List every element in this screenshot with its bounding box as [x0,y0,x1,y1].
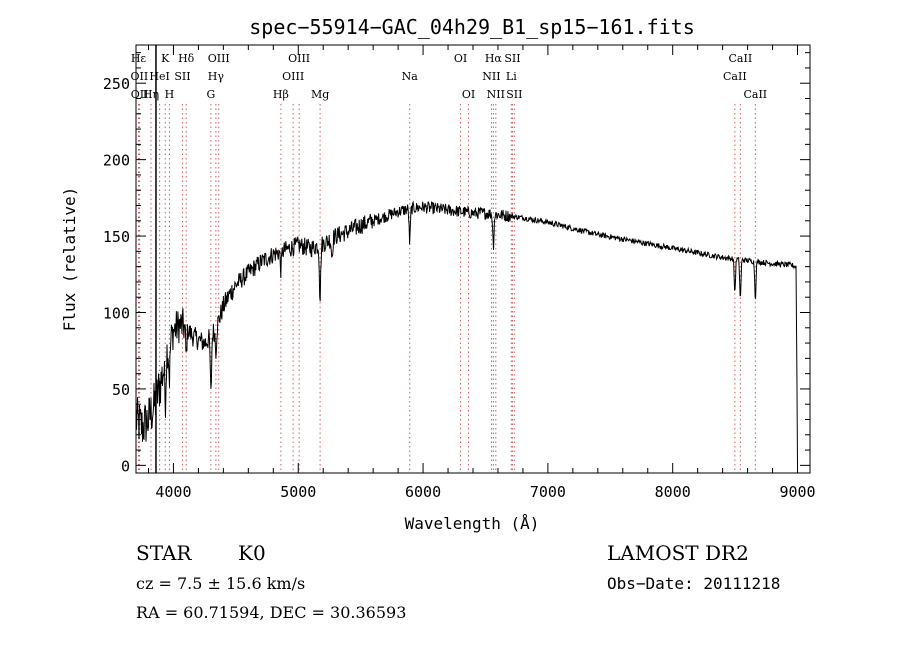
line-marker-label: SII [506,88,522,101]
line-markers: HεOIIOIIHηHeIKHSIIHδGHγOIIIHβOIIIOIIIMgN… [131,52,767,473]
x-tick-label: 5000 [280,483,316,501]
coordinates: RA = 60.71594, DEC = 30.36593 [136,603,407,622]
line-marker-label: Hα [485,52,503,65]
x-tick-label: 9000 [779,483,815,501]
spectral-subclass: K0 [238,541,266,565]
line-marker-label: CaII [743,88,767,101]
line-marker-label: OIII [288,52,310,65]
x-tick-label: 6000 [405,483,441,501]
line-marker-label: OI [462,88,475,101]
y-tick-label: 150 [103,228,130,246]
line-marker-label: Mg [311,88,329,101]
plot-frame [135,44,811,474]
y-tick-label: 0 [121,457,130,475]
line-marker-label: Hγ [208,70,225,83]
line-marker-label: Hδ [178,52,195,65]
spectrum-line [135,200,798,466]
x-tick-label: 7000 [530,483,566,501]
line-marker-label: NII [487,88,505,101]
line-marker-label: SII [504,52,520,65]
line-marker-label: OIII [208,52,230,65]
redshift-text: cz = 7.5 ± 15.6 km/s [136,574,306,593]
x-axis-label: Wavelength (Å) [405,514,540,533]
line-marker-label: OIII [282,70,304,83]
line-marker-label: K [161,52,170,65]
line-marker-label: Li [506,70,517,83]
line-marker-label: OI [454,52,467,65]
line-marker-label: Hβ [273,88,289,101]
y-tick-label: 100 [103,305,130,323]
line-marker-label: OII [131,70,149,83]
survey-name: LAMOST DR2 [607,541,749,565]
line-marker-label: G [206,88,215,101]
line-marker-label: SII [174,70,190,83]
x-tick-label: 4000 [155,483,191,501]
line-marker-label: H [165,88,175,101]
y-tick-label: 200 [103,152,130,170]
line-marker-label: CaII [723,70,747,83]
chart-title: spec−55914−GAC_04h29_B1_sp15−161.fits [249,15,695,39]
y-axis: 0 50 100 150 200 250 [103,52,810,475]
x-axis: 4000 5000 6000 7000 8000 9000 [147,45,816,501]
line-marker-label: NII [482,70,500,83]
x-tick-label: 8000 [655,483,691,501]
y-axis-label: Flux (relative) [60,187,79,332]
line-marker-label: Na [402,70,419,83]
line-marker-label: CaII [729,52,753,65]
line-marker-label: Hη [143,88,159,101]
object-class: STAR [136,541,192,565]
line-marker-label: OII [131,88,149,101]
y-tick-label: 50 [112,381,130,399]
y-tick-label: 250 [103,75,130,93]
line-marker-label: HeI [149,70,169,83]
obs-date: Obs−Date: 20111218 [607,574,781,593]
line-marker-label: Hε [131,52,147,65]
